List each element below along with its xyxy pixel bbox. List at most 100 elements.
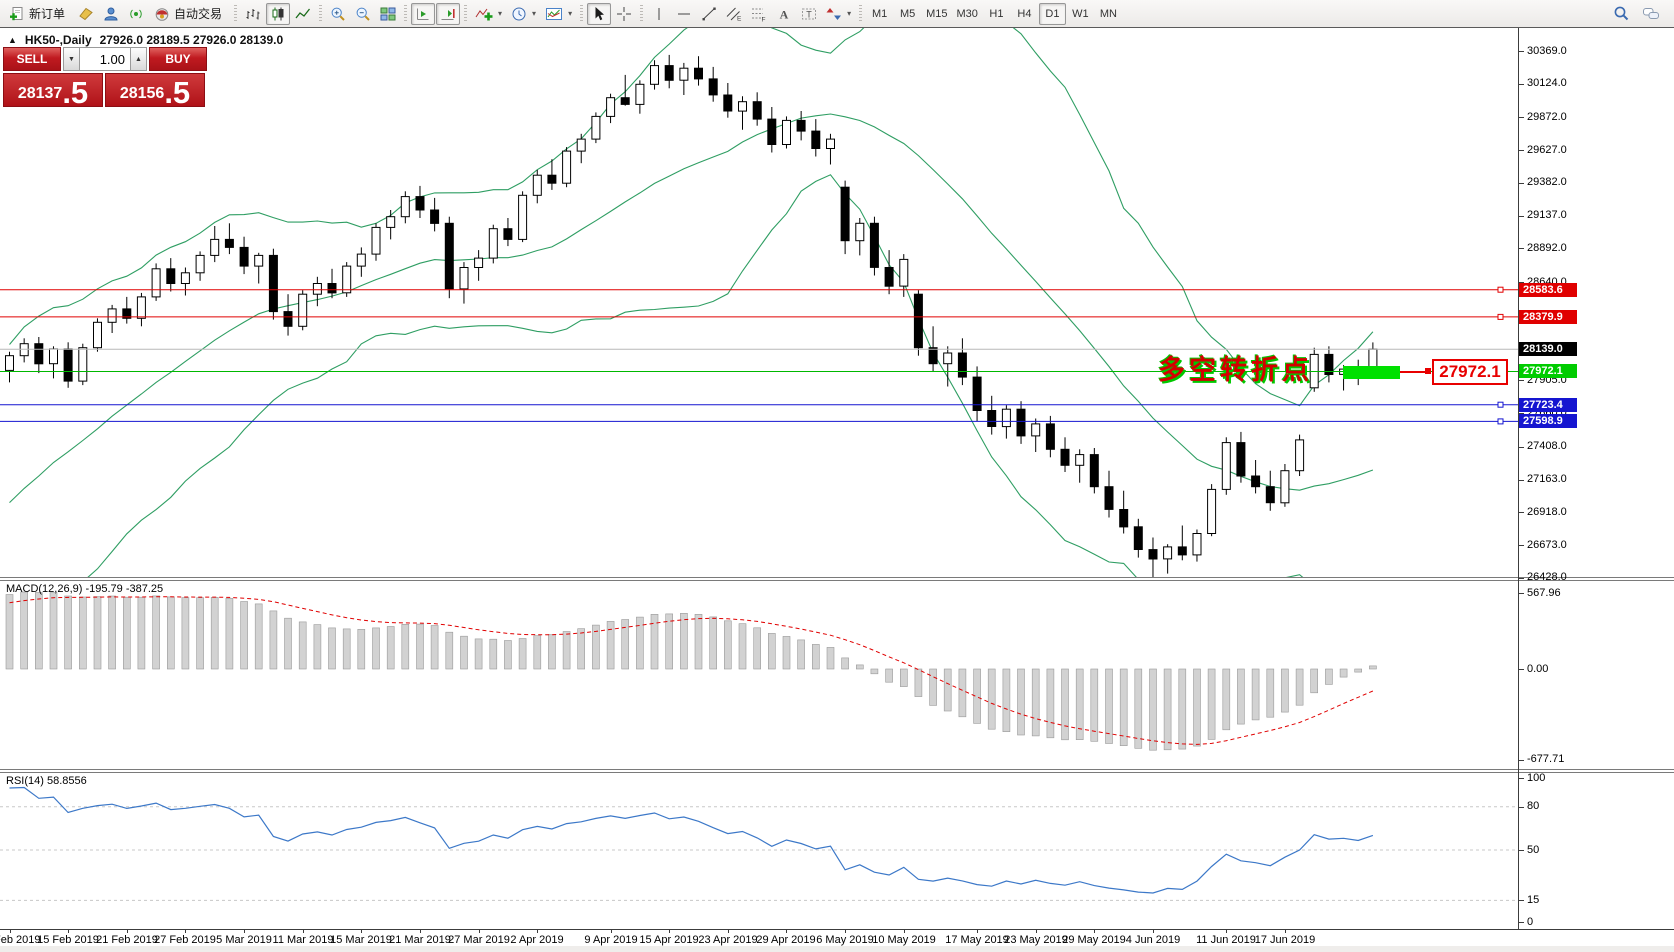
date-tick-mark [1153,929,1154,933]
rsi-window-canvas[interactable] [0,773,1518,929]
date-tick-mark [845,929,846,933]
timeframe-m15[interactable]: M15 [926,7,948,20]
fibonacci-button[interactable]: F [747,3,771,25]
timeframe-m5[interactable]: M5 [899,7,916,20]
price-tick-label: 27163.0 [1527,473,1567,485]
indicators-button[interactable]: ▾ [471,3,506,25]
equidistant-channel-button[interactable]: E [722,3,746,25]
buy-price-box[interactable]: 28156 .5 [105,73,205,108]
timeframe-m1[interactable]: M1 [871,7,888,20]
timeframe-w1[interactable]: W1 [1072,7,1089,20]
candle-bearish [708,78,718,96]
date-tick-label: 23 May 2019 [1004,934,1068,946]
timeframe-m30[interactable]: M30 [956,7,978,20]
signals-button[interactable] [124,3,148,25]
candles-chart-icon [270,6,286,22]
one-click-panel-toggle[interactable]: ▲ [8,35,17,45]
candle-bullish [356,253,366,267]
market-watch-button[interactable] [99,3,123,25]
date-tick-mark [127,929,128,933]
zoom-out-button[interactable] [351,3,375,25]
line-handle[interactable] [1497,401,1504,408]
macd-histogram-bar [64,595,72,670]
macd-histogram-bar [167,596,175,670]
macd-histogram-bar [1149,668,1157,751]
volume-increase-button[interactable]: ▲ [130,47,147,71]
date-tick-label: 27 Mar 2019 [448,934,510,946]
crosshair-button[interactable] [612,3,636,25]
vertical-line-button[interactable] [647,3,671,25]
candle-bearish [239,246,249,267]
window-splitter[interactable] [0,769,1674,773]
templates-button[interactable]: ▾ [541,3,576,25]
macd-histogram-bar [943,668,952,712]
price-tick-label: 28892.0 [1527,242,1567,254]
candle-bearish [767,118,777,145]
chinese-annotation-text[interactable]: 多空转折点 [1158,355,1313,385]
turning-point-price-label[interactable]: 27972.1 [1432,359,1508,385]
arrows-button[interactable]: ▾ [822,3,855,25]
macd-histogram-bar [709,616,718,670]
buy-button[interactable]: BUY [149,47,207,71]
line-handle[interactable] [1497,313,1504,320]
macd-histogram-bar [474,638,483,670]
chart-shift-button[interactable] [436,2,461,25]
candle-bullish [1192,533,1202,556]
channel-icon: E [726,6,742,22]
macd-histogram-bar [1295,668,1304,706]
sell-button[interactable]: SELL [3,47,61,71]
text-button[interactable]: A [772,3,796,25]
chart-bars-button[interactable] [241,3,265,25]
date-tick-label: 2 Apr 2019 [510,934,564,946]
price-tick-mark [1519,248,1524,249]
trendline-button[interactable] [697,3,721,25]
macd-histogram-bar [665,613,674,670]
timeframe-d1[interactable]: D1 [1038,2,1066,25]
chat-icon [1642,6,1660,22]
search-button[interactable] [1609,3,1634,25]
macd-histogram-bar [1163,668,1172,751]
auto-scroll-button[interactable] [411,2,436,25]
date-tick-label: 6 May 2019 [816,934,874,946]
tile-windows-button[interactable] [376,3,400,25]
zoom-in-button[interactable] [326,3,350,25]
label-connector-handle[interactable] [1425,368,1431,374]
toolbar-grip [234,4,238,23]
date-tick-mark [977,929,978,933]
window-splitter[interactable] [0,577,1674,581]
chat-button[interactable] [1638,3,1664,25]
chart-candles-button[interactable] [266,2,291,25]
macd-histogram-bar [489,638,498,670]
price-tick-mark [1519,512,1524,513]
chart-line-button[interactable] [291,3,315,25]
timeframe-h4[interactable]: H4 [1017,7,1032,20]
new-order-button[interactable]: 新订单 [4,3,73,25]
candle-bearish [1148,549,1158,560]
price-badge: 27598.9 [1519,414,1577,428]
sell-price-box[interactable]: 28137 .5 [3,73,103,108]
macd-histogram-bar [1193,668,1201,747]
horizontal-line-button[interactable] [672,3,696,25]
text-label-button[interactable]: T [797,3,821,25]
timeframe-h1[interactable]: H1 [989,7,1004,20]
timeframe-mn[interactable]: MN [1099,7,1117,20]
macd-histogram-bar [254,603,263,670]
green-level-bar[interactable] [1343,366,1400,379]
candle-bullish [591,115,601,140]
periods-button[interactable]: ▾ [507,3,540,25]
macd-histogram-bar [108,595,116,670]
date-tick-mark [904,929,905,933]
macd-histogram-bar [518,638,527,670]
macd-window-canvas[interactable] [0,581,1518,769]
volume-value[interactable]: 1.00 [80,47,130,71]
metaeditor-button[interactable] [74,3,98,25]
autotrading-button[interactable]: 自动交易 [149,3,230,25]
cursor-button[interactable] [587,2,612,25]
volume-decrease-button[interactable]: ▼ [63,47,80,71]
candle-bullish [195,254,205,274]
chart-shift-icon [440,6,456,22]
main-chart-canvas[interactable] [0,28,1518,577]
line-handle[interactable] [1497,286,1504,293]
macd-histogram-bar [34,592,43,670]
line-handle[interactable] [1497,418,1504,425]
